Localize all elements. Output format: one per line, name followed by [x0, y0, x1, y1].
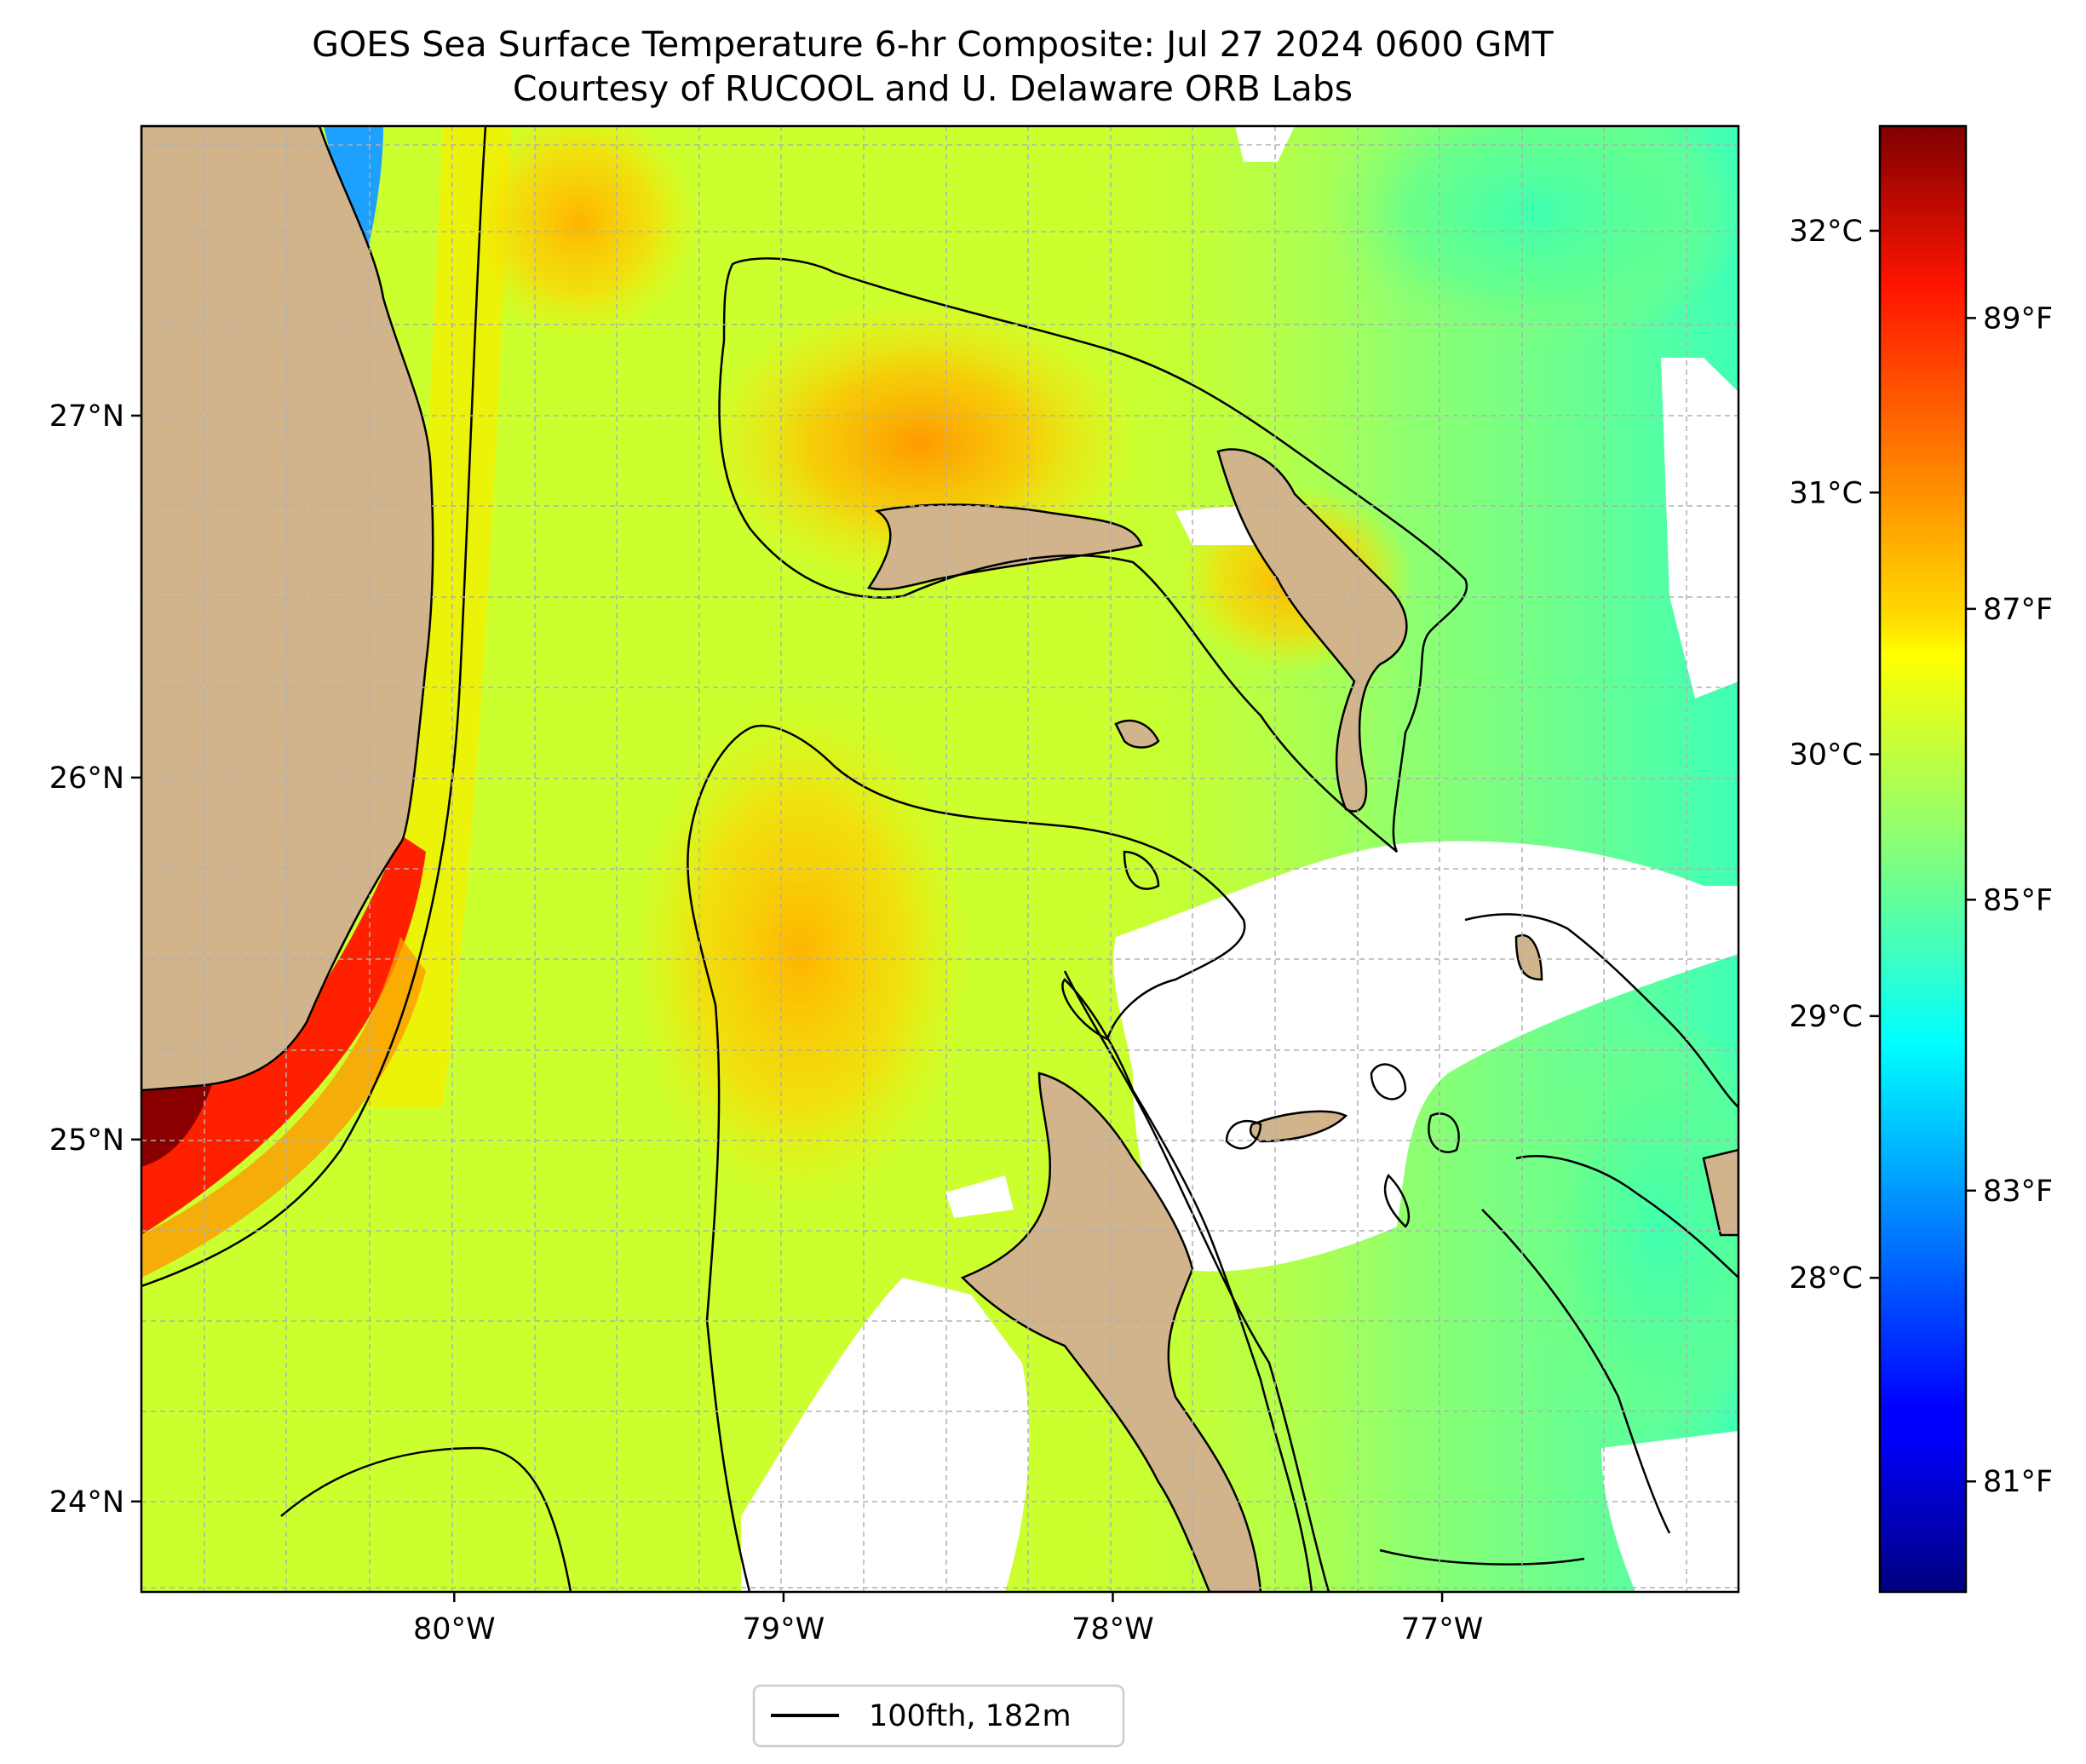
warm-fringe-florida-keys — [141, 937, 426, 1278]
map-frame — [140, 124, 1740, 1594]
longitude-axis: 80°W 79°W 78°W 77°W — [413, 1592, 1483, 1646]
colorbar-frame — [1878, 124, 1968, 1594]
colorbar-celsius-ticks: 28°C 29°C 30°C 31°C 32°C — [1790, 215, 1880, 1296]
legend-box — [752, 1684, 1125, 1748]
celsius-tick-label: 28°C — [1790, 1261, 1863, 1296]
isobath-100fth — [141, 126, 1738, 1592]
warm-patch-great-bahama-bank — [630, 698, 971, 1210]
isobath-exuma-cays — [1515, 1155, 1738, 1278]
isobath-great-bahama-bank-west — [687, 727, 751, 1592]
legend-label: 100fth, 182m — [869, 1699, 1072, 1733]
lat-tick-label: 25°N — [49, 1123, 124, 1158]
colorbar-fahrenheit-ticks: 81°F 83°F 85°F 87°F 89°F — [1966, 302, 2053, 1499]
cool-water-florida-coast — [324, 126, 383, 256]
eleuthera-south — [1702, 1148, 1738, 1237]
celsius-tick-label: 30°C — [1790, 738, 1863, 773]
isobath-small-bank-3 — [1383, 1173, 1411, 1228]
hottest-water-patch — [141, 1082, 213, 1167]
abaco-islands — [1216, 448, 1408, 813]
isobath-little-bahama-bank — [718, 257, 1468, 853]
map-area — [141, 126, 1738, 1592]
isobath-exuma-sound-south — [1481, 1209, 1671, 1534]
land-masses — [141, 126, 1738, 1592]
cool-patch-northeast — [1320, 126, 1738, 349]
no-data-clouds — [741, 126, 1738, 1592]
celsius-tick-label: 29°C — [1790, 1000, 1863, 1034]
isobath-florida-straits — [141, 126, 487, 1288]
graticule — [141, 126, 1738, 1592]
latitude-axis: 24°N 25°N 26°N 27°N — [49, 399, 141, 1520]
isobath-small-bank-2 — [1428, 1112, 1460, 1153]
isobath-andros-east — [1063, 970, 1330, 1592]
celsius-tick-label: 31°C — [1790, 476, 1863, 510]
fahrenheit-tick-label: 89°F — [1983, 302, 2053, 336]
map-subtitle: Courtesy of RUCOOL and U. Delaware ORB L… — [513, 68, 1353, 109]
lat-tick-label: 27°N — [49, 399, 124, 434]
warm-patch-north — [460, 126, 698, 341]
lat-tick-label: 26°N — [49, 761, 124, 796]
fahrenheit-tick-label: 87°F — [1983, 593, 2053, 627]
grand-bahama-island — [866, 503, 1143, 591]
isobath-tongue-of-ocean-west — [749, 724, 1313, 1592]
isobath-exuma-sound-north — [1464, 913, 1738, 1108]
map-title: GOES Sea Surface Temperature 6-hr Compos… — [312, 24, 1554, 65]
lon-tick-label: 79°W — [743, 1612, 825, 1646]
hot-water-florida-keys — [141, 835, 426, 1235]
eleuthera-north — [1514, 934, 1543, 981]
colorbar — [1880, 126, 1966, 1592]
lon-tick-label: 78°W — [1072, 1612, 1154, 1646]
legend: 100fth, 182m — [752, 1684, 1125, 1748]
lat-tick-label: 24°N — [49, 1485, 124, 1520]
fahrenheit-tick-label: 83°F — [1983, 1175, 2053, 1209]
florida-peninsula — [141, 126, 434, 1092]
berry-islands — [1114, 719, 1160, 749]
lon-tick-label: 80°W — [413, 1612, 496, 1646]
isobath-cay-sal-bank — [280, 1446, 572, 1592]
isobath-small-bank-1 — [1370, 1063, 1407, 1100]
isobath-small-bank-4 — [1123, 850, 1160, 890]
fahrenheit-tick-label: 81°F — [1983, 1465, 2053, 1499]
new-providence-island — [1249, 1110, 1348, 1143]
lon-tick-label: 77°W — [1401, 1612, 1484, 1646]
fahrenheit-tick-label: 85°F — [1983, 883, 2053, 917]
isobath-new-providence — [1225, 1119, 1262, 1150]
isobath-south-edge — [1379, 1549, 1585, 1566]
celsius-tick-label: 32°C — [1790, 215, 1863, 249]
cool-patch-east — [1525, 1014, 1738, 1457]
